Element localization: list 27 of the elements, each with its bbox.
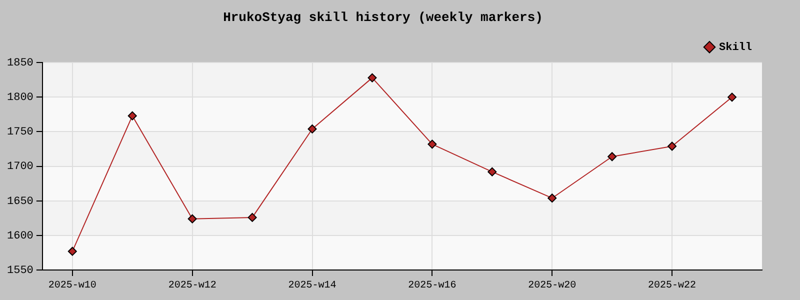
point <box>428 140 437 149</box>
x-tick-label: 2025-w10 <box>48 280 96 292</box>
chart-title: HrukoStyag skill history (weekly markers) <box>223 10 543 26</box>
point <box>68 246 77 256</box>
y-tick-label: 1550 <box>7 264 34 277</box>
legend-label: Skill <box>718 42 752 54</box>
y-tick-label: 1700 <box>7 161 34 174</box>
point <box>488 167 497 176</box>
point <box>668 142 677 151</box>
point <box>188 214 197 224</box>
point <box>548 194 557 203</box>
x-tick-label: 2025-w20 <box>528 280 576 292</box>
point <box>368 73 377 82</box>
x-tick-label: 2025-w12 <box>168 280 216 292</box>
x-tick-label: 2025-w14 <box>288 280 336 292</box>
y-tick-label: 1600 <box>7 230 34 242</box>
y-tick-label: 1800 <box>7 92 34 104</box>
point <box>128 111 137 120</box>
y-tick-label: 1750 <box>7 126 34 139</box>
y-tick-label: 1850 <box>7 58 34 70</box>
x-tick-label: 2025-w22 <box>648 280 696 292</box>
y-tick-label: 1650 <box>7 196 34 208</box>
point <box>308 124 317 134</box>
x-tick-label: 2025-w16 <box>408 280 456 292</box>
point <box>608 152 617 162</box>
point <box>728 92 737 102</box>
point <box>248 212 257 222</box>
